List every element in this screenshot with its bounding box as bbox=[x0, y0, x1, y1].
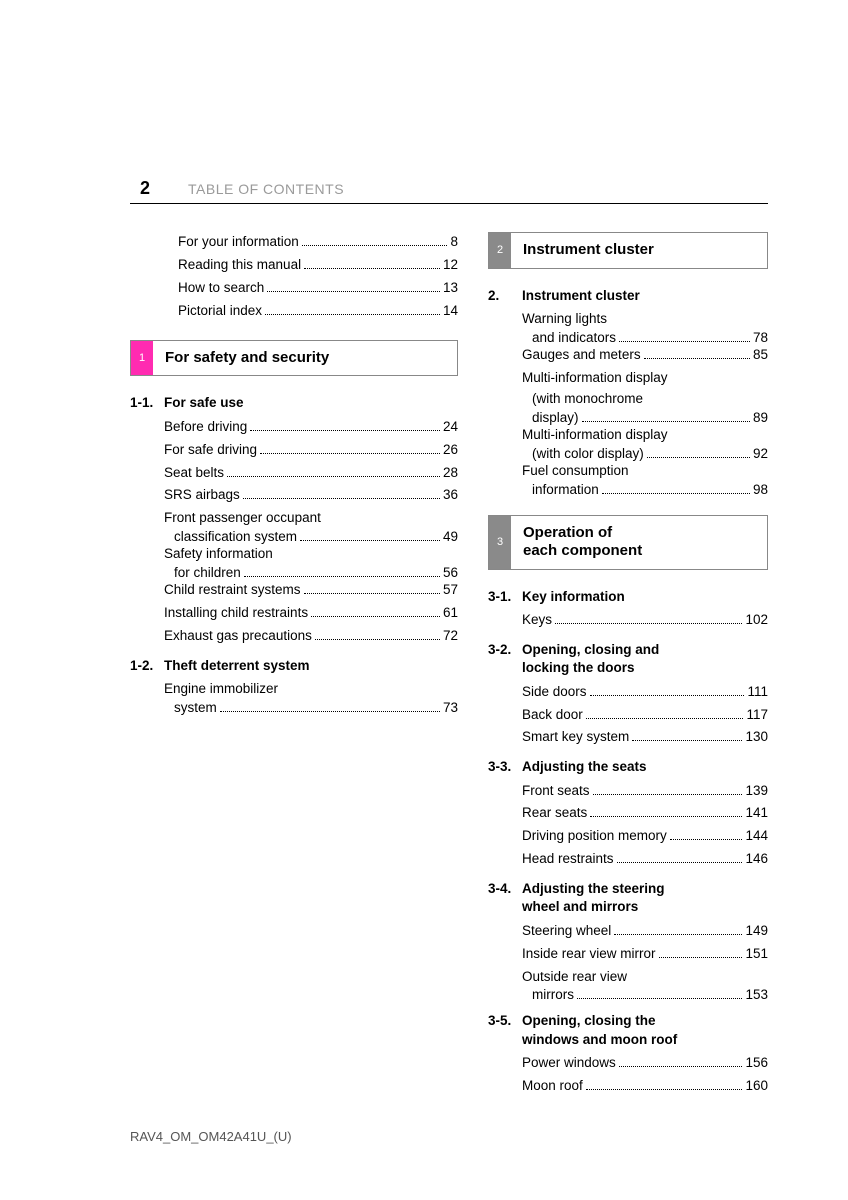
toc-entry: Steering wheel149 bbox=[522, 921, 768, 942]
section-items: Front seats139 Rear seats141 Driving pos… bbox=[488, 781, 768, 871]
toc-entry-multiline: Multi-information display (with monochro… bbox=[522, 368, 768, 425]
page-header: 2 TABLE OF CONTENTS bbox=[130, 178, 768, 204]
toc-entry: Rear seats141 bbox=[522, 803, 768, 824]
toc-entry: SRS airbags36 bbox=[164, 485, 458, 506]
toc-entry: Driving position memory144 bbox=[522, 826, 768, 847]
chapter-heading-3: 3 Operation of each component bbox=[488, 515, 768, 571]
leader-dots bbox=[302, 245, 448, 246]
toc-entry: How to search 13 bbox=[178, 278, 458, 299]
toc-entry-multiline: Fuel consumption information98 bbox=[522, 461, 768, 497]
toc-entry: Installing child restraints61 bbox=[164, 603, 458, 624]
chapter-title: Instrument cluster bbox=[511, 233, 767, 268]
toc-entry-multiline: Engine immobilizer system73 bbox=[164, 679, 458, 715]
content-columns: For your information 8 Reading this manu… bbox=[130, 232, 768, 1099]
toc-entry: Side doors111 bbox=[522, 682, 768, 703]
chapter-title: Operation of each component bbox=[511, 516, 767, 570]
page-container: 2 TABLE OF CONTENTS For your information… bbox=[0, 0, 848, 1099]
page-number: 2 bbox=[140, 178, 150, 199]
toc-entry-multiline: Front passenger occupant classification … bbox=[164, 508, 458, 544]
section-items: Warning lights and indicators78 Gauges a… bbox=[488, 309, 768, 497]
section-items: Power windows156 Moon roof160 bbox=[488, 1053, 768, 1097]
toc-entry: Gauges and meters85 bbox=[522, 345, 768, 366]
footer-code: RAV4_OM_OM42A41U_(U) bbox=[130, 1129, 292, 1144]
toc-entry: Pictorial index 14 bbox=[178, 301, 458, 322]
section-items: Before driving24 For safe driving26 Seat… bbox=[130, 417, 458, 647]
section-items: Steering wheel149 Inside rear view mirro… bbox=[488, 921, 768, 1003]
chapter-title: For safety and security bbox=[153, 341, 457, 376]
header-title: TABLE OF CONTENTS bbox=[188, 181, 344, 197]
left-column: For your information 8 Reading this manu… bbox=[130, 232, 458, 1099]
toc-entry: Seat belts28 bbox=[164, 463, 458, 484]
toc-entry: Inside rear view mirror151 bbox=[522, 944, 768, 965]
toc-entry: Reading this manual 12 bbox=[178, 255, 458, 276]
toc-entry: Power windows156 bbox=[522, 1053, 768, 1074]
chapter-number: 1 bbox=[131, 341, 153, 376]
section-items: Side doors111 Back door117 Smart key sys… bbox=[488, 682, 768, 749]
toc-entry: Before driving24 bbox=[164, 417, 458, 438]
toc-entry-multiline: Warning lights and indicators78 bbox=[522, 309, 768, 345]
chapter-heading-1: 1 For safety and security bbox=[130, 340, 458, 377]
toc-entry: Child restraint systems57 bbox=[164, 580, 458, 601]
section-heading: 3-1. Key information bbox=[488, 588, 768, 606]
section-items: Keys102 bbox=[488, 610, 768, 631]
chapter-number: 3 bbox=[489, 516, 511, 570]
section-heading: 3-2. Opening, closing and locking the do… bbox=[488, 641, 768, 677]
toc-entry: For safe driving26 bbox=[164, 440, 458, 461]
toc-entry: Back door117 bbox=[522, 705, 768, 726]
section-heading: 3-4. Adjusting the steering wheel and mi… bbox=[488, 880, 768, 916]
section-heading: 3-3. Adjusting the seats bbox=[488, 758, 768, 776]
section-heading: 1-2. Theft deterrent system bbox=[130, 657, 458, 675]
toc-entry: Smart key system130 bbox=[522, 727, 768, 748]
toc-entry: Keys102 bbox=[522, 610, 768, 631]
toc-entry-multiline: Safety information for children56 bbox=[164, 544, 458, 580]
toc-entry: Front seats139 bbox=[522, 781, 768, 802]
section-heading: 1-1. For safe use bbox=[130, 394, 458, 412]
toc-entry: Head restraints146 bbox=[522, 849, 768, 870]
section-items: Engine immobilizer system73 bbox=[130, 679, 458, 715]
toc-entry-multiline: Multi-information display (with color di… bbox=[522, 425, 768, 461]
toc-entry: For your information 8 bbox=[178, 232, 458, 253]
toc-entry: Exhaust gas precautions72 bbox=[164, 626, 458, 647]
toc-entry: Moon roof160 bbox=[522, 1076, 768, 1097]
toc-entry-multiline: Outside rear view mirrors153 bbox=[522, 967, 768, 1003]
chapter-heading-2: 2 Instrument cluster bbox=[488, 232, 768, 269]
section-heading: 3-5. Opening, closing the windows and mo… bbox=[488, 1012, 768, 1048]
intro-list: For your information 8 Reading this manu… bbox=[178, 232, 458, 322]
chapter-number: 2 bbox=[489, 233, 511, 268]
section-heading: 2. Instrument cluster bbox=[488, 287, 768, 305]
right-column: 2 Instrument cluster 2. Instrument clust… bbox=[488, 232, 768, 1099]
